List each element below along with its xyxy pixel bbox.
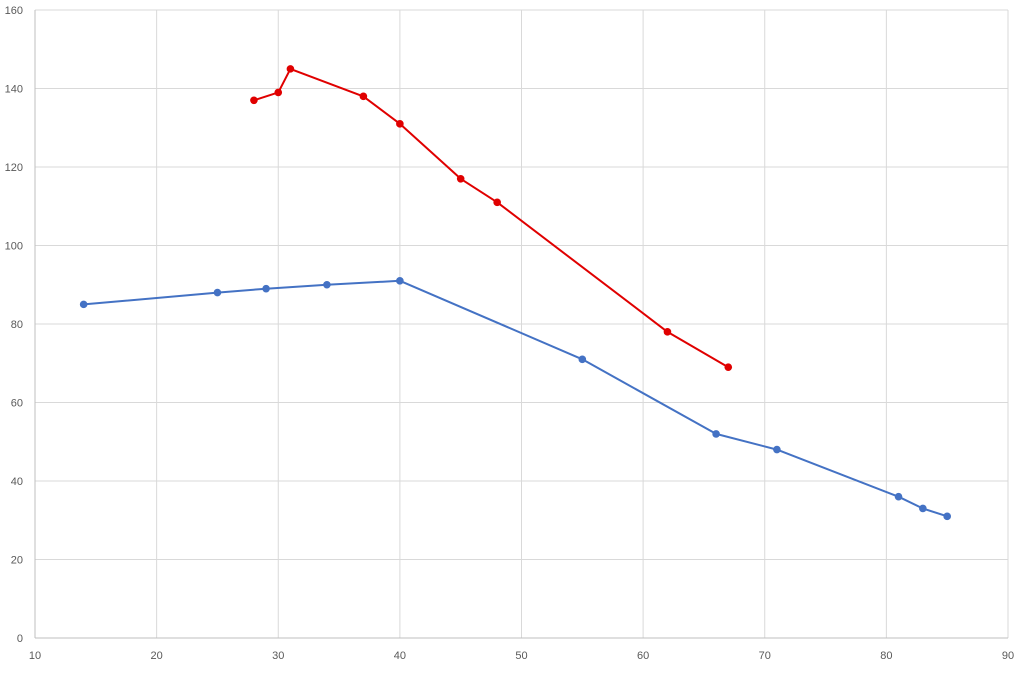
x-tick-label: 70 (759, 650, 771, 662)
x-tick-label: 50 (515, 650, 527, 662)
series-1 (79, 277, 951, 521)
y-tick-label: 80 (11, 319, 23, 331)
x-tick-label: 10 (29, 650, 41, 662)
data-point (493, 198, 501, 207)
data-point (286, 65, 295, 73)
x-tick-label: 80 (880, 650, 892, 662)
data-point (359, 92, 368, 101)
y-tick-label: 120 (5, 162, 23, 174)
data-point (919, 504, 927, 513)
data-point (456, 174, 465, 183)
data-point (712, 430, 720, 438)
x-tick-label: 60 (637, 650, 649, 662)
y-tick-label: 100 (5, 241, 23, 253)
x-tick-label: 40 (394, 650, 406, 662)
data-point (943, 512, 951, 521)
y-tick-label: 160 (5, 5, 23, 17)
data-point (213, 288, 222, 297)
data-point (663, 328, 672, 336)
axes (34, 10, 1008, 639)
series-line (253, 67, 729, 369)
data-point (79, 300, 88, 309)
y-tick-label: 60 (11, 398, 23, 410)
series-2 (250, 65, 733, 371)
x-tick-label: 30 (272, 650, 284, 662)
data-point (773, 445, 781, 454)
x-tick-label: 90 (1002, 650, 1014, 662)
data-point (274, 88, 283, 97)
series-group (79, 65, 951, 521)
y-tick-label: 0 (17, 633, 23, 645)
y-tick-label: 20 (11, 555, 23, 567)
data-point (396, 277, 404, 285)
data-point (250, 96, 258, 105)
data-point (262, 284, 270, 293)
tick-labels: 0 20 40 60 80 100 120 140 160 10 20 30 40 50 60 70 80 90 (5, 5, 1014, 662)
data-point (578, 355, 587, 364)
data-point (396, 120, 404, 128)
x-tick-label: 20 (151, 650, 163, 662)
data-point (724, 363, 733, 371)
y-tick-label: 140 (5, 84, 23, 96)
data-point (323, 280, 331, 289)
y-tick-label: 40 (11, 476, 23, 488)
grid-lines (35, 9, 1009, 638)
data-point (894, 492, 903, 501)
